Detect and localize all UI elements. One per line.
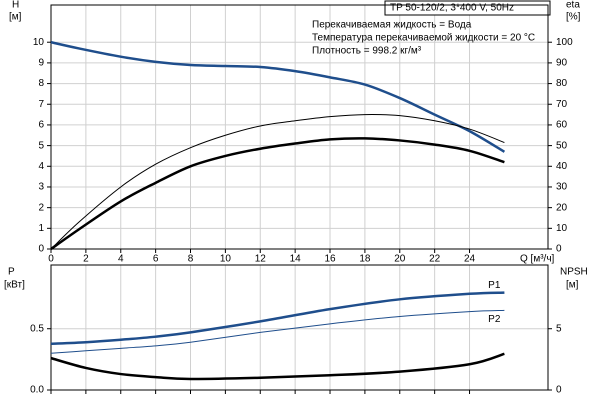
- y2-axis-unit: [м]: [566, 280, 579, 291]
- y-axis-unit: [кВт]: [4, 280, 25, 291]
- annotation: Перекачиваемая жидкость = Вода: [312, 20, 472, 31]
- x-tick-label: 8: [188, 254, 194, 265]
- x-tick-label: 16: [324, 254, 336, 265]
- y2-tick-label: 40: [556, 161, 568, 172]
- y2-tick-label: 50: [556, 140, 568, 151]
- annotation: Температура перекачиваемой жидкости = 20…: [312, 33, 535, 44]
- curve: [50, 137, 505, 251]
- y2-axis-label: NPSH: [560, 267, 588, 278]
- y2-tick-label: 10: [556, 223, 568, 234]
- curve: [50, 114, 505, 250]
- pump-title: TP 50-120/2, 3*400 V, 50Hz: [390, 3, 514, 14]
- y2-tick-label: 70: [556, 99, 568, 110]
- y2-axis-unit: [%]: [566, 12, 581, 23]
- y-tick-label: 1: [38, 223, 44, 234]
- plot-frame: [50, 4, 549, 250]
- y2-tick-label: 100: [556, 37, 573, 48]
- y-tick-label: 10: [33, 37, 45, 48]
- y2-axis-label: eta: [566, 0, 580, 11]
- curve: [50, 309, 505, 354]
- y-tick-label: 6: [38, 120, 44, 131]
- y2-tick-label: 0: [556, 385, 562, 396]
- y2-tick-label: 80: [556, 78, 568, 89]
- x-tick-label: 24: [464, 254, 476, 265]
- y2-tick-label: 30: [556, 182, 568, 193]
- y-tick-label: 4: [38, 161, 44, 172]
- y-tick-label: 7: [38, 99, 44, 110]
- x-tick-label: 6: [153, 254, 159, 265]
- curve: [50, 352, 505, 381]
- y-tick-label: 2: [38, 202, 44, 213]
- x-tick-label: 4: [118, 254, 124, 265]
- y-tick-label: 0.0: [30, 385, 44, 396]
- y-axis-unit: [м]: [9, 12, 22, 23]
- y2-tick-label: 20: [556, 202, 568, 213]
- x-tick-label: 22: [429, 254, 441, 265]
- x-tick-label: 20: [394, 254, 406, 265]
- y2-tick-label: 60: [556, 120, 568, 131]
- curve: [50, 41, 506, 153]
- x-tick-label: 12: [255, 254, 267, 265]
- y-tick-label: 5: [38, 140, 44, 151]
- x-tick-label: 18: [359, 254, 371, 265]
- y-tick-label: 0.5: [30, 323, 44, 334]
- y-axis-label: H: [12, 0, 19, 11]
- legend-label: P1: [488, 280, 501, 291]
- annotation: Плотность = 998.2 кг/м³: [312, 46, 422, 57]
- x-tick-label: 10: [220, 254, 232, 265]
- y-tick-label: 9: [38, 58, 44, 69]
- x-axis-label: Q [м³/ч]: [520, 254, 555, 265]
- plot-frame: [50, 264, 549, 391]
- y-tick-label: 3: [38, 182, 44, 193]
- y2-tick-label: 5: [556, 323, 562, 334]
- y2-tick-label: 0: [556, 244, 562, 255]
- curve: [50, 291, 505, 346]
- y2-tick-label: 90: [556, 58, 568, 69]
- y-tick-label: 8: [38, 78, 44, 89]
- x-tick-label: 14: [290, 254, 302, 265]
- legend-label: P2: [488, 314, 501, 325]
- x-tick-label: 0: [48, 254, 54, 265]
- x-tick-label: 2: [83, 254, 89, 265]
- y-axis-label: P: [8, 267, 15, 278]
- y-tick-label: 0: [38, 244, 44, 255]
